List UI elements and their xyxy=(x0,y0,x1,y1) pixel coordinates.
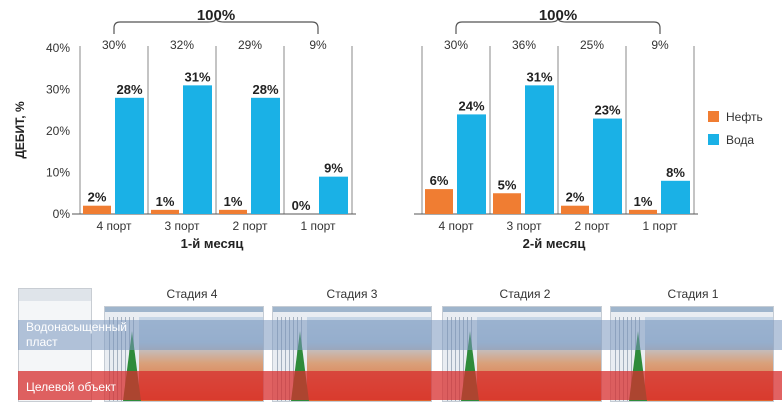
legend-swatch xyxy=(708,134,719,145)
group-label: 2-й месяц xyxy=(523,236,586,251)
model-toolbar xyxy=(443,307,601,312)
total-bracket xyxy=(113,17,319,34)
oil-value-label: 6% xyxy=(430,173,449,188)
share-label: 9% xyxy=(651,38,669,52)
y-axis-label: ДЕБИТ, % xyxy=(13,101,27,159)
water-bar xyxy=(457,114,486,214)
x-tick-label: 1 порт xyxy=(300,219,336,233)
oil-bar xyxy=(219,209,247,214)
water-value-label: 31% xyxy=(526,69,552,84)
stage-label-3: Стадия 3 xyxy=(326,287,378,301)
water-value-label: 8% xyxy=(666,165,685,180)
x-tick-label: 4 порт xyxy=(438,219,474,233)
oil-bar xyxy=(561,205,589,214)
share-label: 9% xyxy=(309,38,327,52)
water-bar xyxy=(525,85,554,214)
oil-bar xyxy=(151,209,179,214)
share-label: 32% xyxy=(170,38,194,52)
water-value-label: 28% xyxy=(116,82,142,97)
total-bracket xyxy=(455,17,661,34)
share-label: 30% xyxy=(102,38,126,52)
x-tick-label: 2 порт xyxy=(574,219,610,233)
share-label: 36% xyxy=(512,38,536,52)
share-label: 25% xyxy=(580,38,604,52)
x-tick-label: 3 порт xyxy=(506,219,542,233)
oil-value-label: 0% xyxy=(292,198,311,213)
oil-value-label: 1% xyxy=(156,194,175,209)
y-tick-label: 40% xyxy=(46,41,70,55)
total-label: 100% xyxy=(197,7,235,24)
oil-bar xyxy=(83,205,111,214)
group-label: 1-й месяц xyxy=(181,236,244,251)
oil-value-label: 2% xyxy=(566,190,585,205)
y-tick-label: 20% xyxy=(46,124,70,138)
oil-bar xyxy=(629,209,657,214)
share-label: 30% xyxy=(444,38,468,52)
oil-value-label: 1% xyxy=(224,194,243,209)
total-label: 100% xyxy=(539,7,577,24)
oil-bar xyxy=(493,193,521,214)
water-bar xyxy=(593,118,622,214)
water-value-label: 23% xyxy=(594,103,620,118)
water-value-label: 24% xyxy=(458,98,484,113)
well-log-header xyxy=(19,289,91,301)
water-zone-label: Водонасыщенный пласт xyxy=(26,320,128,349)
oil-value-label: 5% xyxy=(498,177,517,192)
stage-label-2: Стадия 2 xyxy=(499,287,551,301)
y-tick-label: 10% xyxy=(46,166,70,180)
stage-label-1: Стадия 1 xyxy=(667,287,719,301)
x-tick-label: 2 порт xyxy=(232,219,268,233)
oil-bar xyxy=(425,189,453,214)
ports-rate-chart: ДЕБИТ, % 0% 10% 20% 30% 40% 100% 30% 2% 28% 4 порт… xyxy=(13,7,763,251)
water-value-label: 31% xyxy=(184,69,210,84)
water-zone-band xyxy=(18,320,782,350)
legend-swatch xyxy=(708,111,719,122)
legend-label: Вода xyxy=(726,133,754,147)
x-tick-label: 1 порт xyxy=(642,219,678,233)
oil-value-label: 1% xyxy=(634,194,653,209)
target-zone-band xyxy=(18,371,782,400)
y-tick-label: 30% xyxy=(46,83,70,97)
oil-value-label: 2% xyxy=(88,190,107,205)
water-value-label: 28% xyxy=(252,82,278,97)
legend-label: Нефть xyxy=(726,110,763,124)
model-toolbar xyxy=(611,307,773,312)
x-tick-label: 4 порт xyxy=(96,219,132,233)
stage-model-strip: Стадия 4 Стадия 3 Стадия 2 Стадия 1 Водо… xyxy=(0,280,782,402)
water-value-label: 9% xyxy=(324,161,343,176)
target-zone-label: Целевой объект xyxy=(26,380,116,394)
water-bar xyxy=(183,85,212,214)
stage-label-4: Стадия 4 xyxy=(166,287,218,301)
water-bar xyxy=(319,176,348,214)
water-bar xyxy=(115,97,144,214)
share-label: 29% xyxy=(238,38,262,52)
y-tick-label: 0% xyxy=(53,207,71,221)
model-toolbar xyxy=(105,307,263,312)
water-bar xyxy=(661,180,690,214)
x-tick-label: 3 порт xyxy=(164,219,200,233)
water-bar xyxy=(251,97,280,214)
model-toolbar xyxy=(273,307,431,312)
